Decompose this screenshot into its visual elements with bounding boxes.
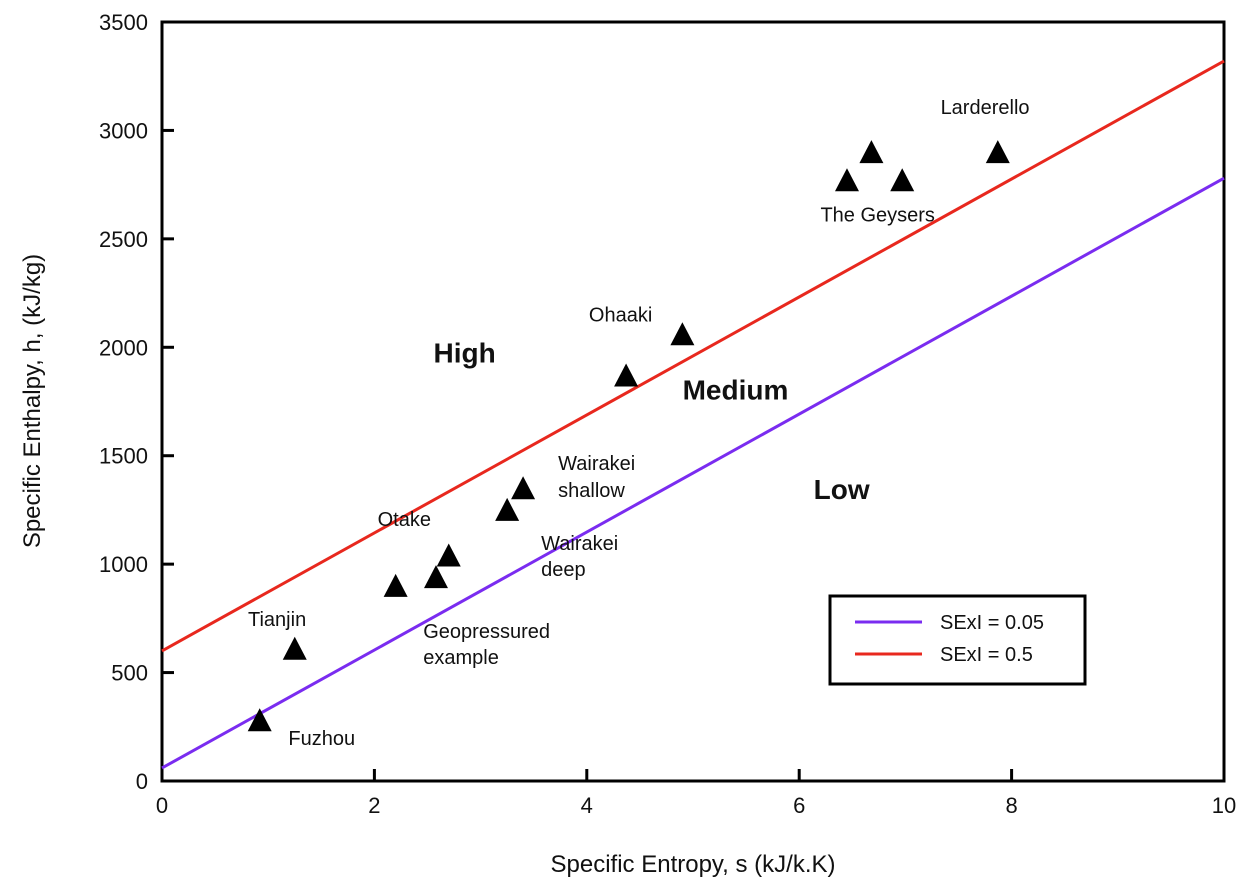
x-tick-label: 0 xyxy=(156,793,168,818)
data-point-triangle xyxy=(423,565,448,589)
legend: SExI = 0.05 SExI = 0.5 xyxy=(828,594,1087,686)
data-point-triangle xyxy=(247,708,272,732)
y-tick-label: 3500 xyxy=(99,10,148,35)
legend-label-sexi-005: SExI = 0.05 xyxy=(940,612,1044,634)
point-annotation: Wairakei xyxy=(541,533,618,555)
point-annotation: deep xyxy=(541,559,586,581)
annotations: Larderello The Geysers Ohaaki Wairakei shall… xyxy=(248,97,1030,750)
y-axis-title: Specific Enthalpy, h, (kJ/kg) xyxy=(19,254,46,548)
y-tick-label: 0 xyxy=(136,769,148,794)
y-axis-ticks: 0 500 1000 1500 2000 2500 3000 3500 xyxy=(99,10,174,794)
point-annotation: Tianjin xyxy=(248,609,306,631)
region-labels: High Medium Low xyxy=(434,337,870,505)
point-annotation: example xyxy=(423,647,499,669)
data-point-triangle xyxy=(859,140,884,164)
data-point-triangle xyxy=(834,168,859,192)
x-tick-label: 2 xyxy=(368,793,380,818)
x-tick-label: 6 xyxy=(793,793,805,818)
data-point-triangle xyxy=(890,168,915,192)
region-label: Medium xyxy=(683,374,789,405)
point-annotation: Larderello xyxy=(941,97,1030,119)
point-annotation: Otake xyxy=(378,509,431,531)
y-tick-label: 1500 xyxy=(99,444,148,469)
x-tick-label: 4 xyxy=(581,793,593,818)
point-annotation: shallow xyxy=(558,480,625,502)
point-annotation: Wairakei xyxy=(558,453,635,475)
data-point-triangle xyxy=(985,140,1010,164)
data-point-triangle xyxy=(670,322,695,346)
plot-frame xyxy=(160,20,1226,783)
x-axis-ticks: 0 2 4 6 8 10 xyxy=(156,769,1236,818)
point-annotation: Geopressured xyxy=(423,621,550,643)
legend-label-sexi-05: SExI = 0.5 xyxy=(940,644,1033,666)
x-tick-label: 10 xyxy=(1212,793,1236,818)
x-axis-title: Specific Entropy, s (kJ/k.K) xyxy=(551,851,836,878)
point-annotation: Ohaaki xyxy=(589,304,652,326)
data-point-triangle xyxy=(511,476,536,500)
region-label: Low xyxy=(814,474,870,505)
y-tick-label: 3000 xyxy=(99,118,148,143)
y-tick-label: 1000 xyxy=(99,552,148,577)
legend-box xyxy=(828,594,1087,686)
data-point-triangle xyxy=(495,497,520,521)
data-point-triangle xyxy=(383,573,408,597)
point-annotation: The Geysers xyxy=(820,205,934,227)
series-lines xyxy=(161,59,1225,770)
data-point-triangle xyxy=(614,363,639,387)
data-point-triangle xyxy=(282,636,307,660)
region-label: High xyxy=(434,337,496,368)
data-points xyxy=(247,140,1010,732)
y-tick-label: 2000 xyxy=(99,335,148,360)
data-point-triangle xyxy=(436,543,461,567)
series-line-0 xyxy=(161,176,1225,770)
y-tick-label: 500 xyxy=(111,661,148,686)
x-tick-label: 8 xyxy=(1005,793,1017,818)
series-line-1 xyxy=(161,59,1225,653)
point-annotation: Fuzhou xyxy=(288,728,355,750)
y-tick-label: 2500 xyxy=(99,227,148,252)
